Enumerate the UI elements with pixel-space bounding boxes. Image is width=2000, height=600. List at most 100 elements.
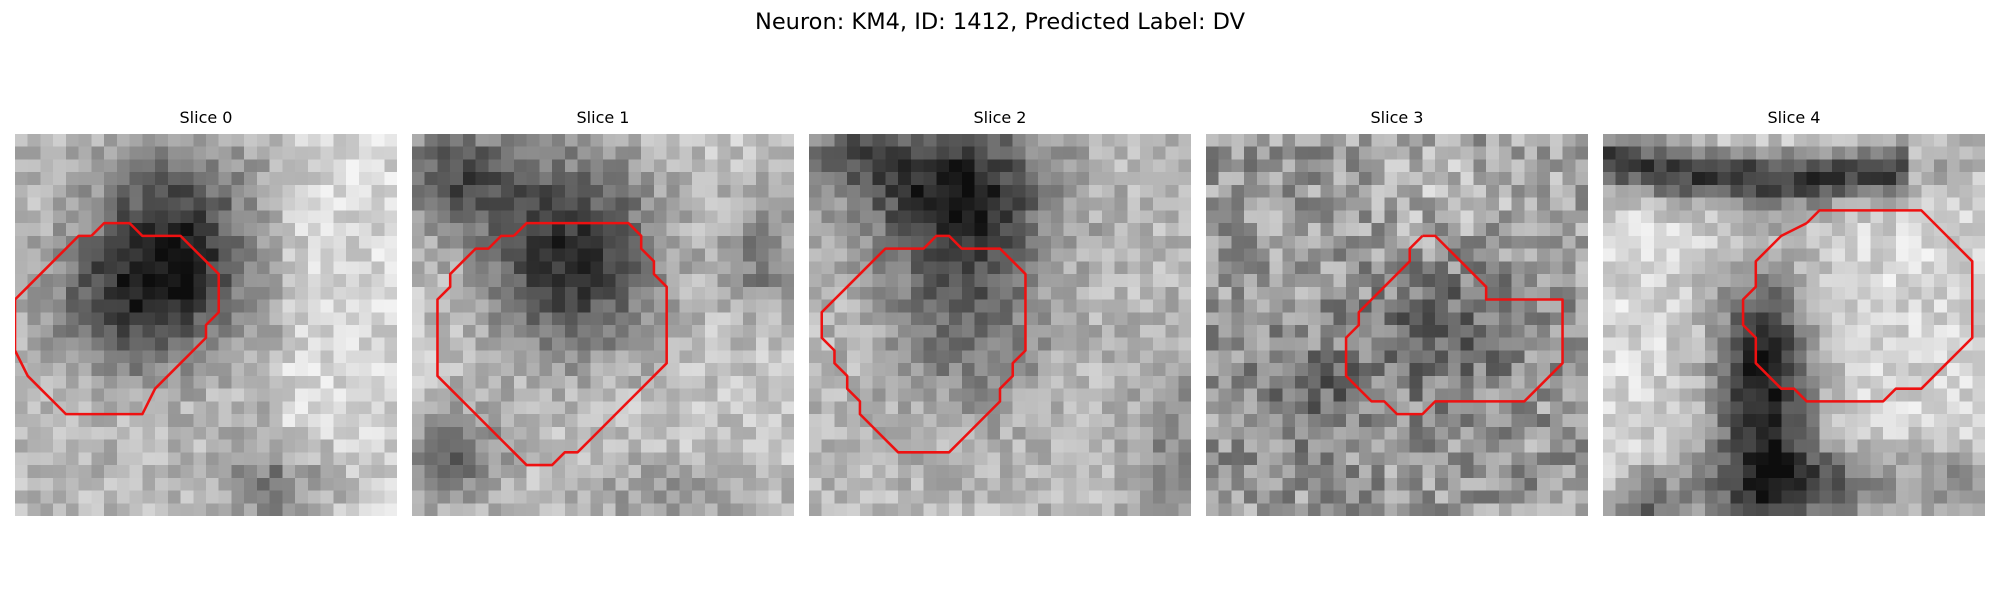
pixel <box>936 477 950 491</box>
pixel <box>1755 325 1769 338</box>
pixel <box>1717 325 1731 338</box>
pixel <box>295 350 309 364</box>
pixel <box>91 172 105 186</box>
pixel <box>552 401 566 415</box>
pixel <box>743 248 757 262</box>
pixel <box>1346 146 1360 160</box>
pixel <box>282 235 296 249</box>
pixel <box>679 223 693 237</box>
pixel <box>91 337 105 351</box>
pixel <box>949 503 963 516</box>
pixel <box>1946 146 1960 160</box>
pixel <box>142 350 156 364</box>
pixel <box>488 350 502 364</box>
pixel <box>1333 197 1347 211</box>
pixel <box>1562 210 1576 224</box>
pixel <box>155 490 169 504</box>
pixel <box>936 159 950 173</box>
pixel <box>282 477 296 491</box>
pixel <box>1755 477 1769 491</box>
pixel <box>526 261 540 275</box>
pixel <box>1666 350 1680 364</box>
pixel <box>1653 426 1667 440</box>
pixel <box>755 401 769 415</box>
pixel <box>167 325 181 338</box>
pixel <box>1704 210 1718 224</box>
pixel <box>809 388 822 402</box>
pixel <box>1089 210 1103 224</box>
pixel <box>475 210 489 224</box>
pixel <box>1101 465 1115 479</box>
pixel <box>1460 426 1474 440</box>
pixel <box>1679 337 1693 351</box>
pixel <box>641 286 655 300</box>
pixel <box>1025 414 1039 428</box>
pixel <box>987 261 1001 275</box>
pixel <box>1946 465 1960 479</box>
pixel <box>615 134 629 147</box>
pixel <box>384 184 397 198</box>
pixel <box>91 414 105 428</box>
pixel <box>371 490 385 504</box>
pixel <box>53 490 67 504</box>
pixel <box>679 414 693 428</box>
pixel <box>1628 299 1642 313</box>
slice-panel-4: Slice 4 <box>1603 108 1985 540</box>
pixel <box>1447 274 1461 288</box>
pixel <box>564 439 578 453</box>
pixel <box>1447 235 1461 249</box>
pixel <box>1511 337 1525 351</box>
pixel <box>1435 503 1449 516</box>
pixel <box>1946 477 1960 491</box>
pixel <box>961 337 975 351</box>
pixel <box>692 248 706 262</box>
pixel <box>424 299 438 313</box>
pixel <box>1127 503 1141 516</box>
pixel <box>552 439 566 453</box>
pixel <box>615 210 629 224</box>
pixel <box>1870 210 1884 224</box>
pixel <box>1256 337 1270 351</box>
pixel <box>1152 299 1166 313</box>
pixel <box>116 375 130 389</box>
pixel <box>704 363 718 377</box>
pixel <box>1152 325 1166 338</box>
pixel <box>1127 363 1141 377</box>
pixel <box>437 172 451 186</box>
pixel <box>15 134 28 147</box>
pixel <box>231 235 245 249</box>
pixel <box>679 146 693 160</box>
pixel <box>1562 261 1576 275</box>
pixel <box>603 274 616 288</box>
pixel <box>27 248 41 262</box>
pixel <box>1447 223 1461 237</box>
pixel <box>1562 159 1576 173</box>
pixel <box>1603 274 1616 288</box>
pixel <box>1333 261 1347 275</box>
pixel <box>1537 261 1551 275</box>
pixel <box>1575 184 1588 198</box>
pixel <box>1883 465 1897 479</box>
pixel <box>1641 477 1655 491</box>
pixel <box>412 325 425 338</box>
pixel <box>1076 197 1090 211</box>
pixel <box>180 134 194 147</box>
pixel <box>1140 223 1154 237</box>
pixel <box>1371 312 1385 326</box>
pixel <box>809 184 822 198</box>
pixel <box>1679 490 1693 504</box>
pixel <box>1692 286 1706 300</box>
pixel <box>1346 465 1360 479</box>
pixel <box>1934 235 1948 249</box>
pixel <box>809 477 822 491</box>
pixel <box>1934 286 1948 300</box>
pixel <box>1269 274 1283 288</box>
pixel <box>1178 465 1191 479</box>
pixel <box>424 325 438 338</box>
pixel <box>104 134 118 147</box>
pixel <box>1692 146 1706 160</box>
pixel <box>1562 426 1576 440</box>
pixel <box>1895 363 1909 377</box>
pixel <box>462 274 476 288</box>
pixel <box>1244 286 1258 300</box>
